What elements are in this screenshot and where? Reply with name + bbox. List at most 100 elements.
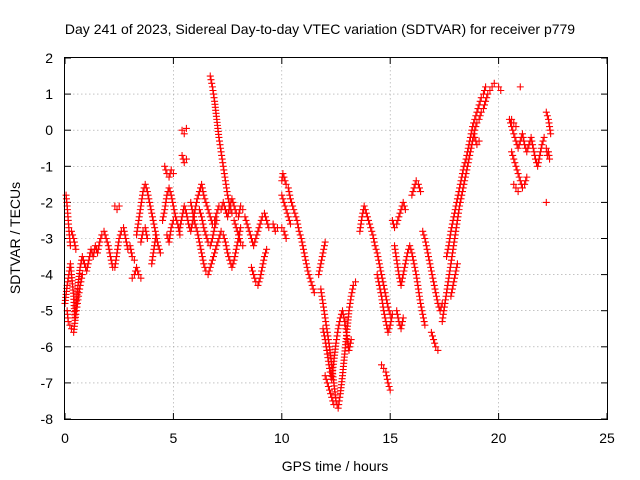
data-point [180,202,188,210]
data-point [408,191,416,199]
data-point [176,231,184,239]
data-point [529,144,537,152]
data-point [281,177,289,185]
data-point [187,227,195,235]
data-point [495,83,503,91]
data-point [375,260,383,268]
data-point [200,191,208,199]
data-point [263,245,271,253]
data-point [417,299,425,307]
data-point [137,274,145,282]
data-point [479,90,487,98]
data-point [306,274,314,282]
data-point [323,379,331,387]
data-point [417,188,425,196]
data-point [247,263,255,271]
data-point [509,151,517,159]
y-tick-label: -6 [41,339,54,355]
data-point [255,224,263,232]
data-point [303,263,311,271]
data-point [510,180,518,188]
data-point [286,195,294,203]
data-point [434,346,442,354]
data-point [329,397,337,405]
data-point [512,184,520,192]
data-point [490,79,498,87]
data-point [231,253,239,261]
data-point [535,155,543,163]
data-point [447,292,455,300]
data-point [260,256,268,264]
data-point [199,220,207,228]
data-point [474,105,482,113]
data-point [320,328,328,336]
data-point [198,253,206,261]
data-point [467,130,475,138]
data-point [102,235,110,242]
data-point [408,249,416,257]
data-point [246,231,254,239]
data-point [473,141,481,149]
data-point [254,227,262,235]
data-point [304,267,312,275]
data-point [206,242,214,250]
data-point [419,227,427,235]
data-point [419,310,427,318]
data-point [279,170,287,178]
data-point [280,198,288,206]
data-point [182,209,190,217]
data-point [509,126,517,134]
data-point [471,133,479,141]
data-point [290,206,298,214]
data-point [425,256,433,264]
data-point [449,281,457,289]
data-point [428,271,436,279]
data-point [220,235,228,242]
data-point [105,245,113,253]
data-point [242,216,250,224]
data-point [360,202,368,210]
data-point [374,274,382,282]
data-point [428,332,436,340]
data-point [327,390,335,398]
data-point [239,206,247,214]
data-point [508,148,516,156]
y-tick-labels: -8 -7 -6 -5 -4 -3 -2 -1 0 1 2 [41,50,54,427]
data-point [475,137,483,145]
data-point [335,321,343,329]
data-point [115,202,123,210]
data-point [285,216,293,224]
data-point [83,263,91,271]
data-point [451,209,459,217]
data-point [284,184,292,192]
data-point [302,256,310,264]
data-point [523,173,531,181]
data-point [236,235,244,242]
data-point [366,220,374,228]
data-point [282,180,290,188]
data-point [339,310,347,318]
data-point [147,206,155,214]
data-point [235,209,243,217]
data-point [543,112,551,120]
data-point [83,267,91,275]
data-point [168,220,176,228]
data-point [463,151,471,159]
data-point [381,314,389,322]
data-point [383,372,391,380]
data-point [237,202,245,210]
data-point [115,235,123,242]
data-point [223,245,231,253]
data-point [233,227,241,235]
data-point [205,267,213,275]
data-point [101,231,109,239]
data-point [200,224,208,232]
data-point [241,213,249,221]
data-point [422,242,430,250]
data-point [393,307,401,315]
data-point [346,339,354,347]
data-point [471,115,479,123]
data-point [189,209,197,217]
data-point [475,101,483,109]
data-point [68,227,76,235]
